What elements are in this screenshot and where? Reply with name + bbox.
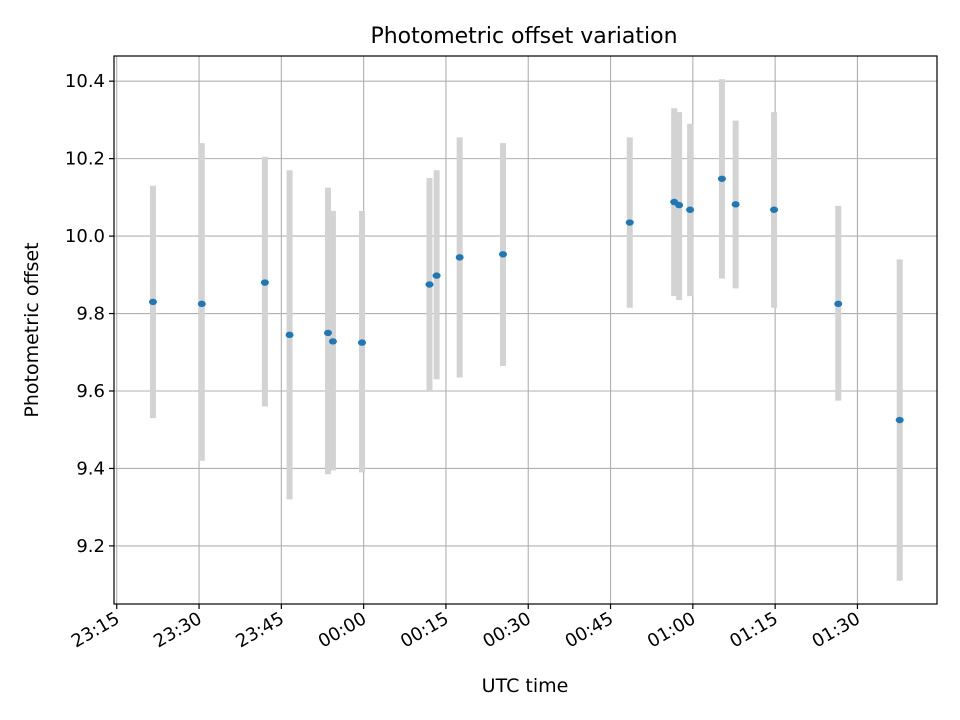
data-point <box>323 329 332 337</box>
x-tick-label: 23:30 <box>150 608 205 652</box>
x-tick-label: 00:15 <box>397 608 452 652</box>
data-point <box>675 201 684 209</box>
y-tick-label: 9.6 <box>76 381 105 402</box>
x-tick-label: 00:30 <box>479 608 534 652</box>
x-axis-label: UTC time <box>482 675 569 697</box>
data-point <box>895 416 904 424</box>
x-tick-label: 01:00 <box>644 608 699 652</box>
data-point <box>328 338 337 345</box>
data-point <box>499 251 508 258</box>
error-bars <box>149 79 903 581</box>
x-tick-label: 00:00 <box>315 608 370 652</box>
data-point <box>455 254 464 261</box>
x-tick-label: 01:30 <box>809 608 864 652</box>
y-tick-label: 9.4 <box>76 458 105 479</box>
data-point <box>260 279 269 286</box>
data-point <box>425 281 434 288</box>
data-point <box>770 206 779 213</box>
y-axis-label: Photometric offset <box>21 242 43 417</box>
y-tick-label: 9.8 <box>76 304 105 325</box>
chart-title: Photometric offset variation <box>370 24 677 49</box>
y-tick-label: 10.2 <box>65 149 105 170</box>
data-point <box>285 331 294 339</box>
grid <box>114 56 937 604</box>
data-point <box>834 300 843 308</box>
y-tick-label: 9.2 <box>76 536 105 557</box>
data-point <box>197 300 206 308</box>
data-point <box>432 272 441 279</box>
x-axis-ticks: 23:15 23:30 23:45 00:00 00:15 00:30 00:45 01:00… <box>68 604 864 652</box>
data-points <box>148 175 904 424</box>
data-point <box>731 201 740 208</box>
y-axis-ticks: 9.2 9.4 9.6 9.8 10.0 10.2 10.4 <box>65 71 114 557</box>
x-tick-label: 23:15 <box>68 608 123 652</box>
x-tick-label: 01:15 <box>726 608 781 652</box>
data-point <box>357 339 366 346</box>
x-tick-label: 00:45 <box>562 608 617 652</box>
data-point <box>148 298 157 306</box>
y-tick-label: 10.4 <box>65 71 105 92</box>
plot-frame <box>113 55 938 605</box>
x-tick-label: 23:45 <box>232 608 287 652</box>
y-tick-label: 10.0 <box>65 226 105 247</box>
data-point <box>717 175 726 182</box>
data-point <box>625 219 634 226</box>
data-point <box>686 206 695 213</box>
